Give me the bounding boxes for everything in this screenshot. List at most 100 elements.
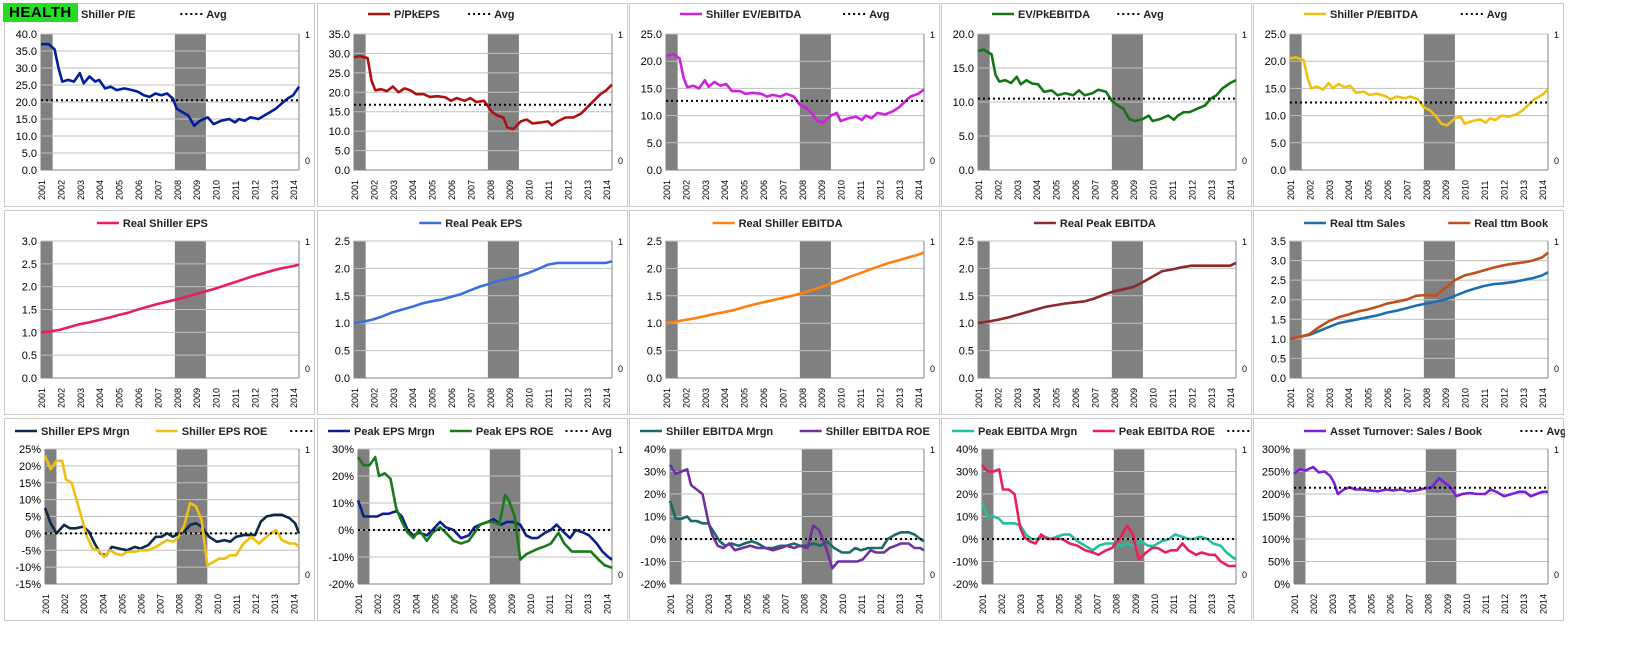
x-tick-label: 2009 — [194, 594, 204, 614]
y-tick-label: 0% — [1274, 579, 1290, 591]
legend-label: Avg — [494, 9, 514, 21]
y-tick-label: 0% — [338, 525, 354, 537]
x-tick-label: 2005 — [1052, 180, 1062, 200]
chart-panel: -20% -10% 0% 10% 20% 30% 40% 0 1 2001 2002 2003 2004… — [629, 418, 940, 621]
x-tick-label: 2007 — [1090, 180, 1100, 200]
secondary-tick-label: 0 — [305, 156, 310, 166]
x-tick-label: 2013 — [1519, 594, 1529, 614]
x-tick-label: 2011 — [544, 389, 554, 408]
y-tick-label: 5.0 — [22, 148, 37, 160]
recession-band — [354, 34, 366, 170]
secondary-tick-label: 1 — [930, 237, 935, 247]
recession-band — [487, 34, 519, 170]
x-tick-label: 2008 — [1422, 180, 1432, 200]
x-tick-label: 2003 — [701, 388, 711, 408]
series-line — [977, 261, 1237, 325]
x-tick-label: 2005 — [742, 594, 752, 614]
y-tick-label: 5.0 — [959, 131, 974, 143]
secondary-tick-label: 1 — [1554, 445, 1559, 455]
y-tick-label: 30% — [332, 444, 354, 456]
legend-label: Peak EPS Mrgn — [354, 426, 435, 438]
x-tick-label: 2011 — [231, 181, 241, 200]
chart-panel: 0% 50% 100% 150% 200% 250% 300% 0 1 2001 2002 2003 2… — [1253, 418, 1565, 621]
y-tick-label: -10% — [952, 557, 978, 569]
y-tick-label: -10% — [328, 552, 354, 564]
x-tick-label: 2010 — [213, 594, 223, 614]
x-tick-label: 2009 — [507, 594, 517, 614]
secondary-tick-label: 1 — [305, 445, 310, 455]
y-tick-label: 5.0 — [647, 138, 662, 150]
x-tick-label: 2005 — [428, 180, 438, 200]
legend: Asset Turnover: Sales / Book Avg — [1304, 426, 1565, 438]
chart-panel: 0.0 0.5 1.0 1.5 2.0 2.5 0 1 2001 2002 2003 2004 2005… — [629, 210, 940, 415]
secondary-tick-label: 1 — [930, 445, 935, 455]
y-tick-label: 0.0 — [22, 373, 37, 385]
y-tick-label: -20% — [952, 579, 978, 591]
y-tick-label: 20% — [644, 489, 666, 501]
x-tick-label: 2003 — [76, 388, 86, 408]
x-tick-label: 2003 — [704, 594, 714, 614]
x-tick-label: 2013 — [270, 180, 280, 200]
recession-band — [1423, 34, 1455, 170]
legend-label: EV/PkEBITDA — [1018, 9, 1090, 21]
y-tick-label: 0.0 — [335, 373, 350, 385]
y-tick-label: 5.0 — [335, 146, 350, 158]
x-tick-label: 2012 — [875, 388, 885, 408]
y-tick-label: 2.5 — [959, 236, 974, 248]
chart-svg: 0.0 5.0 10.0 15.0 20.0 25.0 30.0 35.0 0 1 2001 2002… — [329, 9, 623, 200]
series-line — [1293, 465, 1548, 498]
x-tick-label: 2003 — [1328, 594, 1338, 614]
legend-label: Shiller EBITDA ROE — [826, 426, 930, 438]
x-tick-label: 2011 — [231, 389, 241, 408]
x-tick-label: 2010 — [1149, 180, 1159, 200]
x-tick-label: 2007 — [1402, 388, 1412, 408]
y-tick-label: 40.0 — [16, 29, 37, 41]
x-tick-label: 2013 — [895, 594, 905, 614]
recession-band — [666, 34, 678, 170]
x-tick-label: 2006 — [1071, 388, 1081, 408]
series-line — [980, 502, 1237, 561]
y-tick-label: 2.5 — [335, 236, 350, 248]
x-tick-label: 2001 — [666, 594, 676, 614]
series-line — [353, 260, 613, 325]
x-tick-label: 2010 — [1461, 180, 1471, 200]
chart-panel: 0.0 5.0 10.0 15.0 20.0 25.0 30.0 35.0 40.0 0 1 2001… — [4, 3, 315, 207]
x-tick-label: 2008 — [1110, 388, 1120, 408]
x-tick-label: 2004 — [411, 594, 421, 614]
x-tick-label: 2006 — [136, 594, 146, 614]
x-tick-label: 2005 — [430, 594, 440, 614]
x-tick-label: 2006 — [1071, 180, 1081, 200]
series-line — [356, 455, 613, 570]
x-tick-label: 2002 — [56, 180, 66, 200]
y-tick-label: 10.0 — [953, 97, 974, 109]
secondary-tick-label: 0 — [618, 570, 623, 580]
x-tick-label: 2004 — [408, 388, 418, 408]
y-tick-label: 0% — [962, 534, 978, 546]
secondary-tick-label: 1 — [1242, 445, 1247, 455]
x-tick-label: 2009 — [1443, 594, 1453, 614]
x-tick-label: 2007 — [156, 594, 166, 614]
x-tick-label: 2011 — [544, 181, 554, 200]
x-tick-label: 2012 — [563, 180, 573, 200]
secondary-tick-label: 0 — [930, 156, 935, 166]
x-tick-label: 2002 — [56, 388, 66, 408]
chart-panel: 0.0 5.0 10.0 15.0 20.0 25.0 30.0 35.0 0 1 2001 2002… — [317, 3, 628, 207]
x-tick-label: 2005 — [115, 180, 125, 200]
x-tick-label: 2005 — [1052, 388, 1062, 408]
y-tick-label: 10% — [644, 512, 666, 524]
x-tick-label: 2001 — [1286, 180, 1296, 200]
y-tick-label: 150% — [1262, 512, 1290, 524]
legend-label: Real ttm Sales — [1330, 218, 1405, 230]
x-tick-label: 2004 — [1032, 388, 1042, 408]
legend-label: Shiller EBITDA Mrgn — [666, 426, 773, 438]
chart-svg: 0.0 0.5 1.0 1.5 2.0 2.5 3.0 0 1 2001 2002 2003 2004 2… — [22, 218, 310, 408]
secondary-tick-label: 1 — [305, 30, 310, 40]
x-tick-label: 2001 — [354, 594, 364, 614]
y-tick-label: -20% — [640, 579, 666, 591]
x-tick-label: 2004 — [1344, 388, 1354, 408]
x-tick-label: 2009 — [817, 180, 827, 200]
legend-label: Avg — [1487, 9, 1507, 21]
recession-band — [1111, 241, 1143, 378]
